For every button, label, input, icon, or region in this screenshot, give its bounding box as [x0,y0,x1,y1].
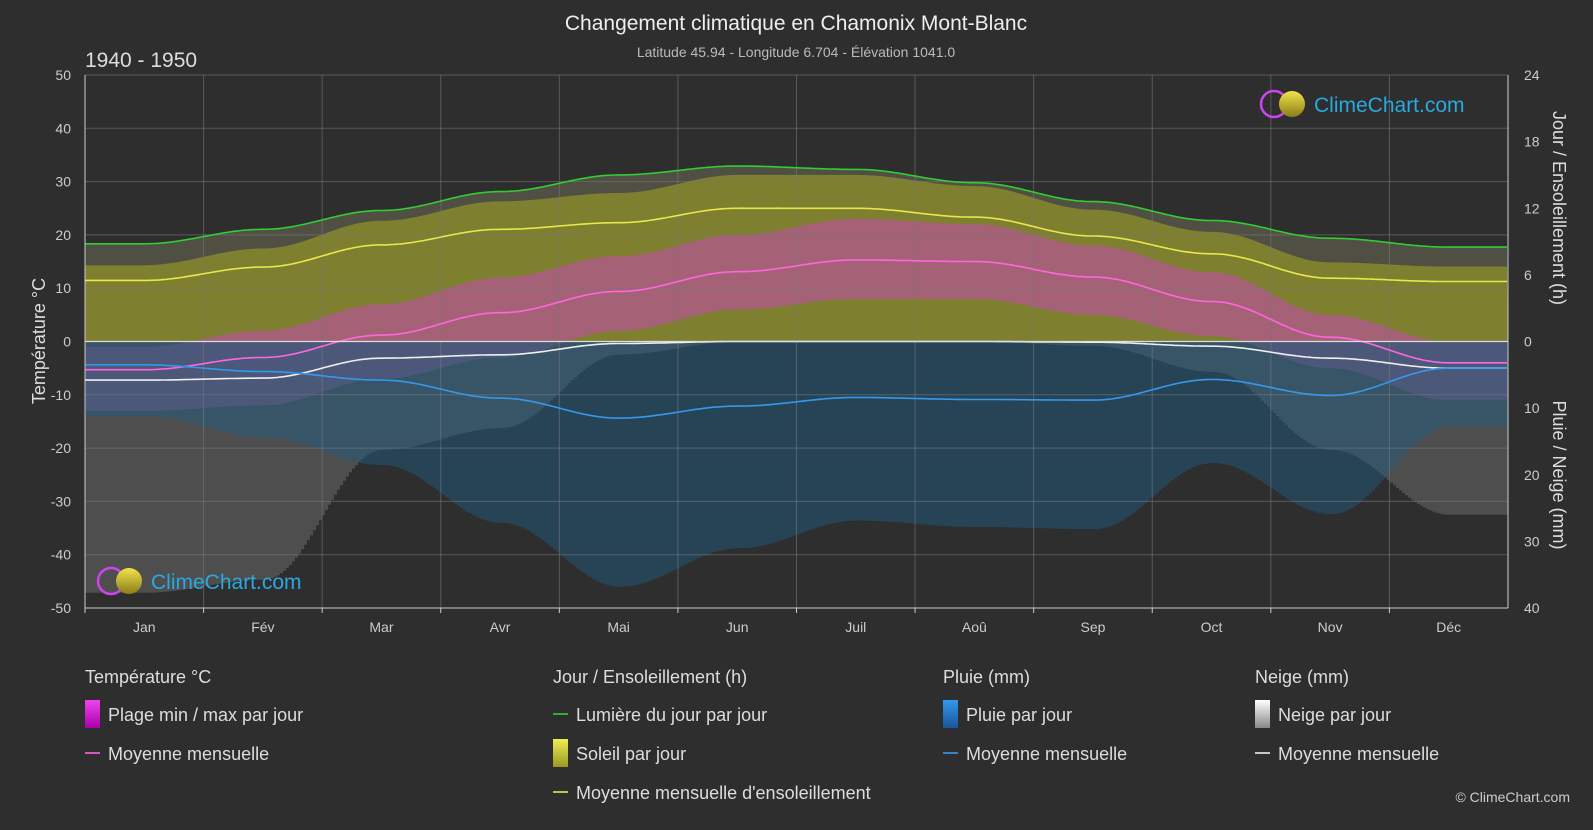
legend-item[interactable]: Moyenne mensuelle d'ensoleillement [553,783,871,803]
x-tick-label: Fév [251,619,274,635]
legend-label: Soleil par jour [576,744,686,764]
y-left-tick-label: 20 [55,227,71,243]
legend-label: Moyenne mensuelle [1278,744,1439,764]
legend-swatch [1255,700,1270,728]
y-left-tick-label: 10 [55,280,71,296]
legend-group-title: Neige (mm) [1255,667,1349,687]
chart-subtitle: Latitude 45.94 - Longitude 6.704 - Éléva… [637,44,956,60]
x-tick-label: Déc [1436,619,1461,635]
legend-label: Moyenne mensuelle [108,744,269,764]
y-left-tick-label: -30 [51,493,71,509]
legend-group-title: Pluie (mm) [943,667,1030,687]
y-axis-left-label: Température °C [29,278,49,404]
brand-logo-top[interactable]: ClimeChart.com [1259,89,1465,119]
x-tick-label: Jan [133,619,156,635]
legend-label: Plage min / max par jour [108,705,303,725]
x-tick-label: Juil [845,619,866,635]
y-left-tick-label: 40 [55,120,71,136]
legend-item[interactable]: Moyenne mensuelle [1255,744,1439,764]
brand-logo-bottom[interactable]: ClimeChart.com [96,566,302,596]
sunshine-mean-line [85,207,1507,283]
y-left-tick-label: -20 [51,440,71,456]
brand-text-top: ClimeChart.com [1314,94,1465,117]
x-tick-label: Sep [1080,619,1105,635]
y-left-tick-label: -50 [51,600,71,616]
y-right-bottom-tick-label: 10 [1524,400,1540,416]
legend-label: Moyenne mensuelle [966,744,1127,764]
y-right-bottom-tick-label: 30 [1524,533,1540,549]
daylight-line [85,165,1507,248]
legend-label: Neige par jour [1278,705,1391,725]
x-tick-label: Mai [607,619,630,635]
x-tick-label: Oct [1201,619,1223,635]
legend-label: Moyenne mensuelle d'ensoleillement [576,783,871,803]
y-left-tick-label: 30 [55,174,71,190]
legend-swatch [943,700,958,728]
x-tick-label: Nov [1318,619,1343,635]
x-tick-label: Avr [490,619,511,635]
legend-item[interactable]: Pluie par jour [943,700,1072,728]
legend-group-title: Jour / Ensoleillement (h) [553,667,747,687]
rain-mean-line [85,364,1507,419]
period-label: 1940 - 1950 [85,49,197,72]
y-axis-right-bottom-label: Pluie / Neige (mm) [1549,400,1569,549]
y-right-bottom-tick-label: 20 [1524,467,1540,483]
brand-text-bottom: ClimeChart.com [151,571,302,594]
y-left-tick-label: -40 [51,547,71,563]
y-left-tick-label: -10 [51,387,71,403]
plot-area: 50 40 30 20 10 0 -10 -20 -30 -40 -50 24 18 12 6 0 10 20 30… [51,67,1540,635]
legend: Température °C Plage min / max par jour Mo… [85,667,1439,803]
x-tick-label: Jun [726,619,749,635]
legend-item[interactable]: Neige par jour [1255,700,1391,728]
y-right-top-tick-label: 6 [1524,267,1532,283]
legend-swatch [85,700,100,728]
temperature-mean-line [85,259,1507,371]
y-right-top-tick-label: 24 [1524,67,1540,83]
chart-title: Changement climatique en Chamonix Mont-B… [565,12,1027,35]
legend-item[interactable]: Moyenne mensuelle [943,744,1127,764]
y-right-top-tick-label: 0 [1524,334,1532,350]
y-right-top-tick-label: 18 [1524,134,1540,150]
x-tick-label: Mar [369,619,393,635]
legend-label: Pluie par jour [966,705,1072,725]
axes: 50 40 30 20 10 0 -10 -20 -30 -40 -50 24 18 12 6 0 10 20 30… [51,67,1540,635]
legend-item[interactable]: Plage min / max par jour [85,700,303,728]
legend-label: Lumière du jour par jour [576,705,767,725]
y-right-top-tick-label: 12 [1524,200,1540,216]
legend-item[interactable]: Moyenne mensuelle [85,744,269,764]
y-axis-right-top-label: Jour / Ensoleillement (h) [1549,111,1569,305]
y-right-bottom-tick-label: 40 [1524,600,1540,616]
copyright: © ClimeChart.com [1455,789,1570,805]
legend-swatch [553,739,568,767]
series-lines [85,165,1508,419]
y-left-tick-label: 50 [55,67,71,83]
x-tick-label: Aoû [962,619,987,635]
legend-item[interactable]: Soleil par jour [553,739,686,767]
legend-group-title: Température °C [85,667,211,687]
legend-item[interactable]: Lumière du jour par jour [553,705,767,725]
y-left-tick-label: 0 [63,334,71,350]
